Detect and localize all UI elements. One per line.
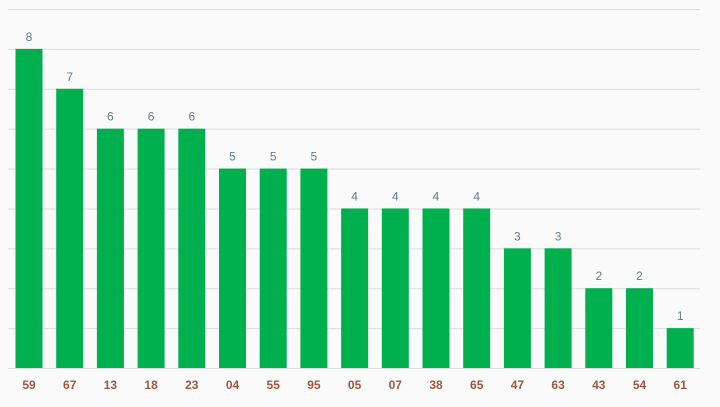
bar[interactable] — [463, 208, 491, 368]
bar-value-label: 4 — [473, 189, 480, 203]
value-labels: 8 7 6 6 6 5 5 5 4 4 4 4 3 3 2 2 1 — [26, 30, 684, 323]
bar-value-label: 4 — [351, 189, 358, 203]
x-tick-label: 05 — [348, 378, 362, 392]
x-tick-label: 47 — [511, 378, 525, 392]
bar-value-label: 5 — [270, 150, 277, 164]
x-tick-label: 95 — [307, 378, 321, 392]
bar-value-label: 6 — [188, 110, 195, 124]
bar-value-label: 6 — [107, 110, 114, 124]
x-tick-label: 38 — [429, 378, 443, 392]
bar[interactable] — [137, 128, 165, 368]
bar-value-label: 8 — [26, 30, 33, 44]
x-tick-label: 23 — [185, 378, 199, 392]
x-tick-label: 07 — [389, 378, 403, 392]
bar[interactable] — [626, 288, 653, 368]
bar-value-label: 7 — [66, 70, 73, 84]
bar[interactable] — [219, 168, 246, 368]
bar[interactable] — [15, 48, 43, 369]
x-tick-label: 67 — [63, 378, 77, 392]
bar[interactable] — [503, 248, 531, 368]
bar-value-label: 2 — [595, 269, 602, 283]
x-tick-label: 18 — [144, 378, 158, 392]
bar-value-label: 6 — [148, 110, 155, 124]
x-tick-label: 13 — [104, 378, 118, 392]
bar[interactable] — [56, 88, 84, 369]
bar-value-label: 4 — [392, 189, 399, 203]
bar[interactable] — [300, 168, 328, 368]
bar[interactable] — [422, 208, 450, 368]
bar[interactable] — [544, 248, 572, 368]
x-tick-label: 59 — [22, 378, 36, 392]
x-tick-label: 61 — [674, 378, 688, 392]
x-tick-label: 54 — [633, 378, 647, 392]
bar-value-label: 2 — [636, 269, 643, 283]
bar[interactable] — [178, 128, 206, 368]
bar-value-label: 1 — [677, 309, 684, 323]
x-tick-label: 04 — [226, 378, 240, 392]
bar-value-label: 5 — [229, 150, 236, 164]
x-tick-label: 65 — [470, 378, 484, 392]
bars — [15, 48, 694, 369]
x-tick-label: 55 — [267, 378, 281, 392]
bar[interactable] — [259, 168, 287, 368]
bar[interactable] — [96, 128, 124, 368]
bar[interactable] — [666, 328, 694, 368]
bar-value-label: 3 — [555, 229, 562, 243]
x-tick-label: 43 — [592, 378, 606, 392]
x-axis-tick-labels: 59 67 13 18 23 04 55 95 05 07 38 65 47 63 43 54 61 — [22, 378, 687, 392]
bar-value-label: 5 — [311, 150, 318, 164]
bar[interactable] — [341, 208, 369, 368]
bar-value-label: 3 — [514, 229, 521, 243]
bar-value-label: 4 — [433, 189, 440, 203]
x-tick-label: 63 — [551, 378, 565, 392]
bar[interactable] — [381, 208, 409, 368]
bar[interactable] — [585, 288, 613, 368]
